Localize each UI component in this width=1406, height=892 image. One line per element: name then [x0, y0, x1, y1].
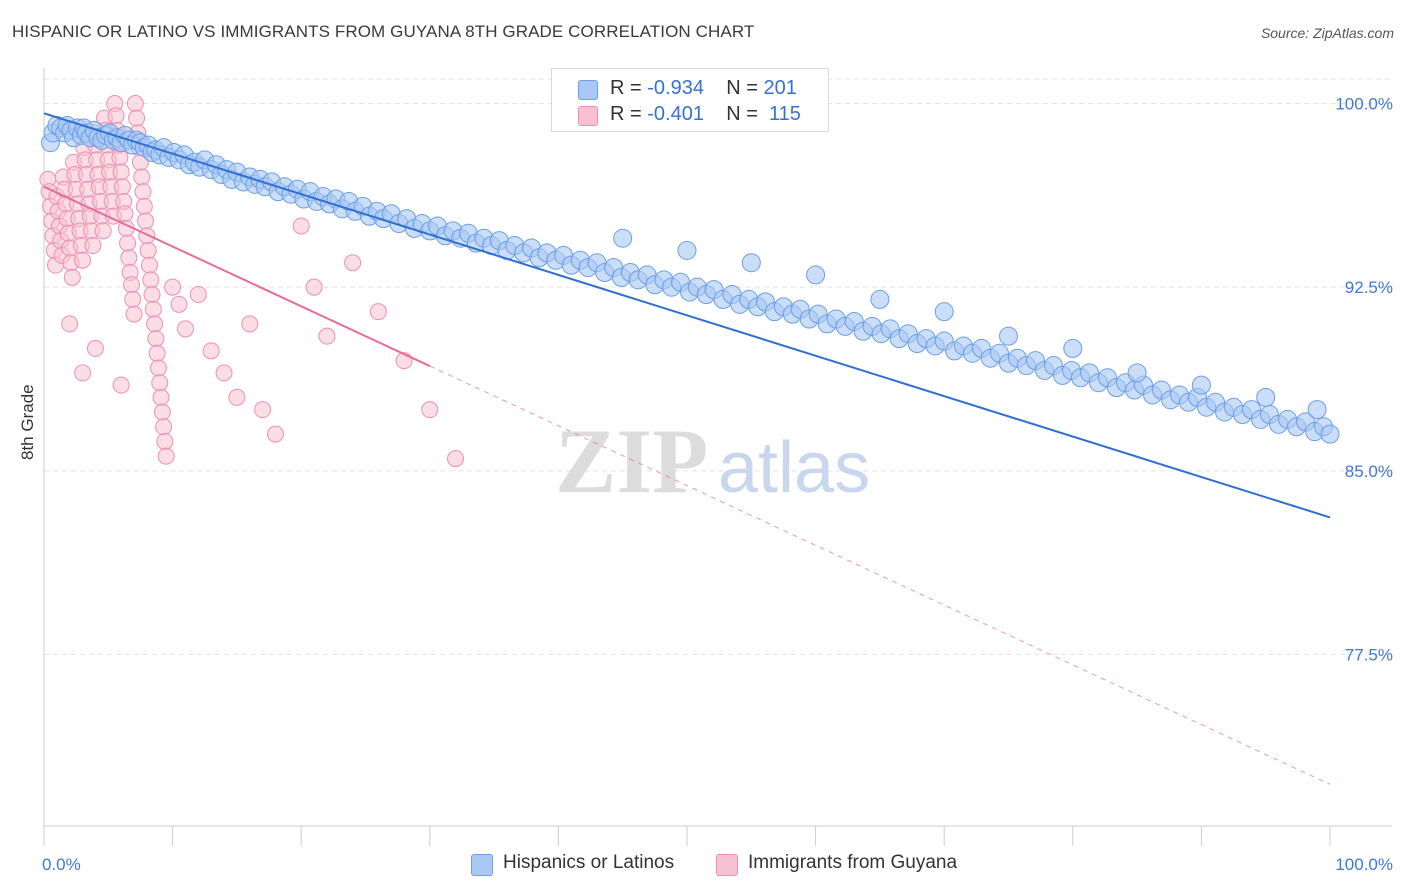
point-guyana: [170, 295, 188, 313]
point-guyana: [164, 278, 182, 296]
point-hispanic: [741, 253, 761, 273]
swatch-pink: [578, 106, 598, 126]
point-hispanic: [1256, 387, 1276, 407]
r-label: R =: [610, 77, 642, 99]
point-guyana: [228, 388, 246, 406]
point-guyana: [318, 327, 336, 345]
point-guyana: [135, 197, 153, 215]
point-guyana: [447, 450, 465, 468]
x-tick-label: 100.0%: [1335, 855, 1393, 874]
swatch-blue: [578, 80, 598, 100]
y-tick-label: 100.0%: [1335, 94, 1393, 113]
point-guyana: [149, 359, 167, 377]
point-guyana: [126, 94, 144, 112]
point-guyana: [137, 212, 155, 230]
point-guyana: [94, 222, 112, 240]
point-guyana: [63, 268, 81, 286]
y-tick-label: 85.0%: [1345, 462, 1393, 481]
point-guyana: [215, 364, 233, 382]
point-guyana: [142, 271, 160, 289]
n-value: 115: [769, 103, 801, 125]
r-label: R =: [610, 103, 642, 125]
point-guyana: [151, 374, 169, 392]
point-guyana: [344, 254, 362, 272]
series-legend: Hispanics or Latinos Immigrants from Guy…: [0, 852, 1406, 878]
n-label: N =: [726, 77, 758, 99]
point-guyana: [156, 432, 174, 450]
point-guyana: [176, 320, 194, 338]
point-guyana: [421, 401, 439, 419]
n-label: N =: [726, 103, 758, 125]
x-tick-label: 0.0%: [42, 855, 81, 874]
stats-legend: R = -0.934 N = 201 R = -0.401 N = 115: [551, 68, 829, 132]
point-guyana: [292, 217, 310, 235]
point-guyana: [139, 241, 157, 259]
point-guyana: [153, 403, 171, 421]
watermark-atlas: atlas: [718, 428, 870, 508]
y-tick-label: 77.5%: [1345, 646, 1393, 665]
point-guyana: [143, 286, 161, 304]
point-guyana: [122, 276, 140, 294]
trendline-guyana: [43, 185, 431, 367]
point-guyana: [144, 300, 162, 318]
point-guyana: [112, 376, 130, 394]
point-guyana: [254, 401, 272, 419]
point-guyana: [84, 237, 102, 255]
point-hispanic: [1191, 375, 1211, 395]
point-guyana: [157, 447, 175, 465]
point-guyana: [266, 425, 284, 443]
point-guyana: [202, 342, 220, 360]
point-hispanic: [1063, 338, 1083, 358]
point-guyana: [116, 205, 134, 223]
swatch-blue: [471, 854, 493, 876]
point-guyana: [74, 251, 92, 269]
point-guyana: [120, 249, 138, 267]
y-axis-label: 8th Grade: [18, 384, 37, 460]
point-guyana: [119, 234, 137, 252]
point-guyana: [138, 227, 156, 245]
point-guyana: [61, 315, 79, 333]
point-guyana: [140, 256, 158, 274]
point-guyana: [133, 168, 151, 186]
point-hispanic: [870, 289, 890, 309]
point-guyana: [107, 107, 125, 125]
r-value: -0.934: [647, 77, 704, 99]
n-value: 201: [763, 77, 797, 99]
point-hispanic: [1127, 363, 1147, 383]
point-hispanic: [613, 228, 633, 248]
point-hispanic: [677, 240, 697, 260]
source-note: Source: ZipAtlas.com: [1260, 25, 1394, 41]
point-guyana: [124, 290, 142, 308]
point-guyana: [369, 303, 387, 321]
legend-label: Immigrants from Guyana: [748, 852, 958, 873]
point-hispanic: [1320, 424, 1340, 444]
point-guyana: [128, 109, 146, 127]
point-guyana: [152, 388, 170, 406]
r-value: -0.401: [647, 103, 704, 125]
point-guyana: [112, 163, 130, 181]
point-guyana: [241, 315, 259, 333]
chart-title: HISPANIC OR LATINO VS IMMIGRANTS FROM GU…: [12, 22, 755, 41]
point-guyana: [146, 315, 164, 333]
y-tick-label: 92.5%: [1345, 278, 1393, 297]
point-guyana: [305, 278, 323, 296]
point-guyana: [86, 339, 104, 357]
watermark-zip: ZIP: [555, 410, 708, 512]
point-hispanic: [1307, 400, 1327, 420]
point-guyana: [74, 364, 92, 382]
point-guyana: [189, 286, 207, 304]
legend-label: Hispanics or Latinos: [503, 852, 675, 873]
trendline-hispanic: [43, 112, 1331, 519]
point-guyana: [125, 305, 143, 323]
point-hispanic: [934, 302, 954, 322]
point-hispanic: [806, 265, 826, 285]
point-guyana: [113, 178, 131, 196]
point-guyana: [147, 330, 165, 348]
point-guyana: [155, 418, 173, 436]
point-guyana: [134, 183, 152, 201]
swatch-pink: [716, 854, 738, 876]
point-hispanic: [999, 326, 1018, 346]
point-guyana: [148, 344, 166, 362]
